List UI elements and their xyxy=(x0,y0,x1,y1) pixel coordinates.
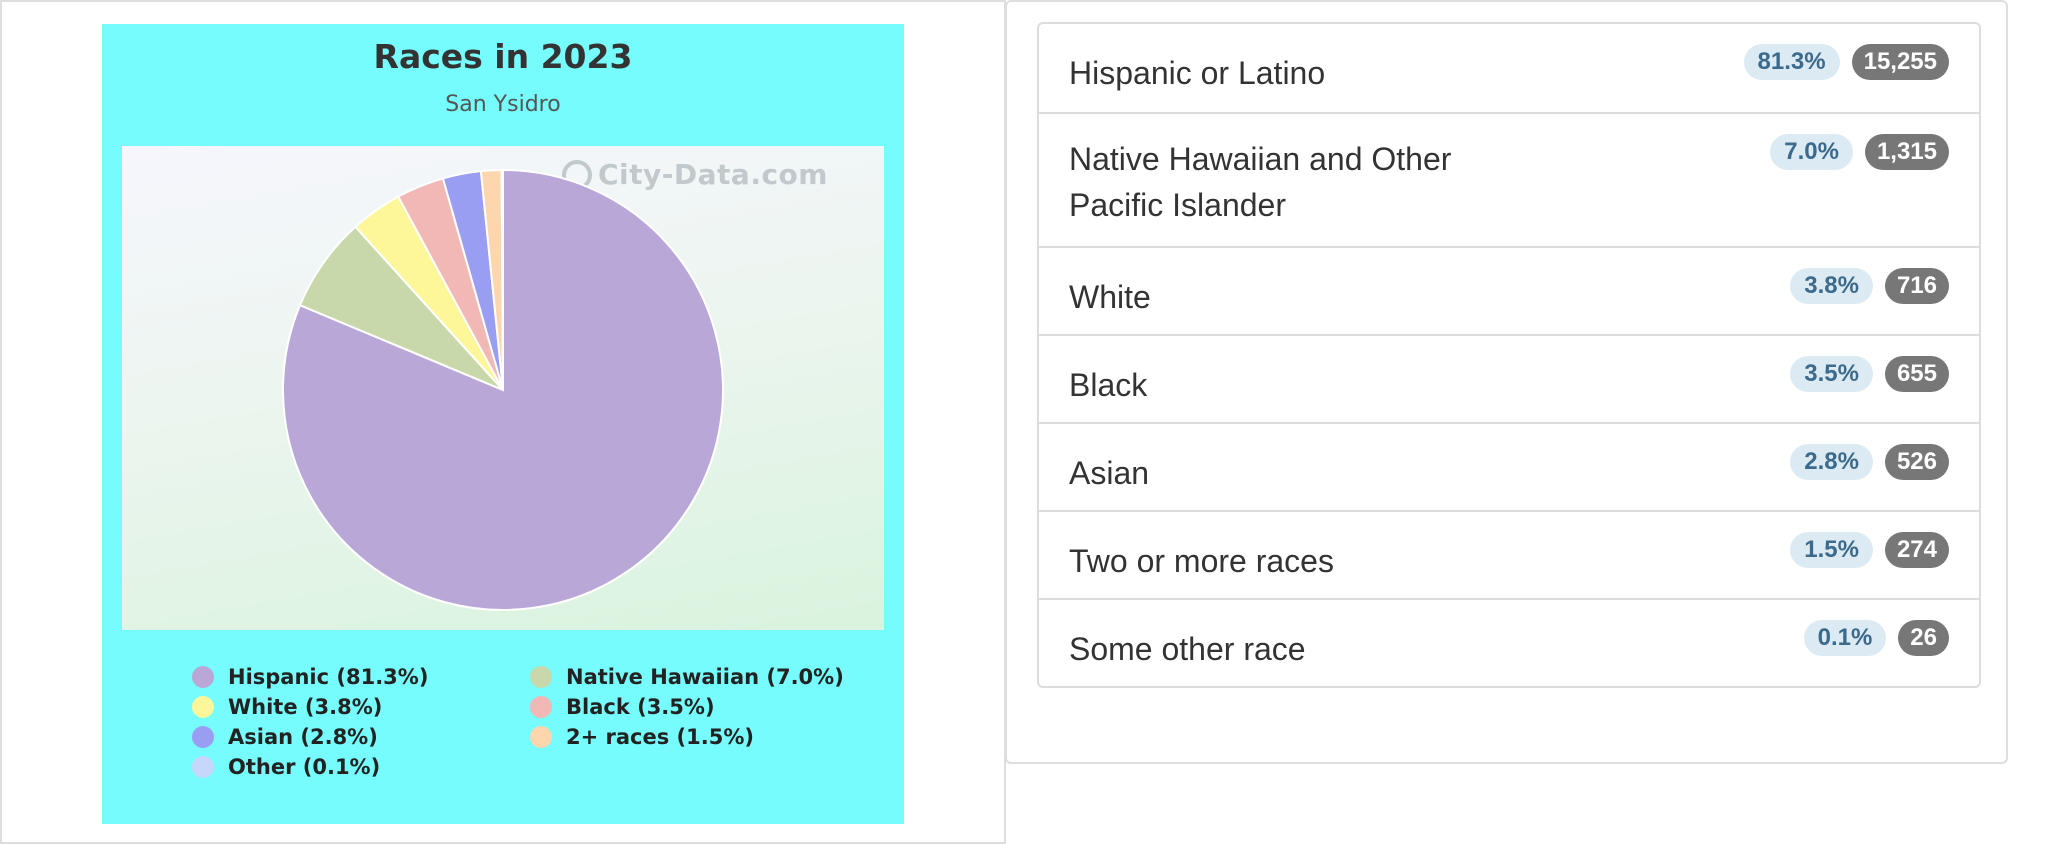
chart-panel: Races in 2023 San Ysidro City-Data.com H… xyxy=(0,0,1006,844)
chart-legend: Hispanic (81.3%) Native Hawaiian (7.0%) Wh… xyxy=(192,664,872,780)
badge-group: 81.3% 15,255 xyxy=(1743,44,1949,80)
legend-label: Other (0.1%) xyxy=(228,755,381,779)
chart-title: Races in 2023 xyxy=(373,37,633,76)
count-badge: 526 xyxy=(1884,444,1949,480)
badge-group: 7.0% 1,315 xyxy=(1770,134,1949,170)
legend-swatch xyxy=(192,756,214,778)
percent-badge: 0.1% xyxy=(1803,620,1887,656)
watermark-text: City-Data.com xyxy=(598,158,828,191)
race-row: Native Hawaiian and Other Pacific Island… xyxy=(1039,112,1979,246)
race-row: Asian 2.8% 526 xyxy=(1039,422,1979,510)
legend-item: Hispanic (81.3%) xyxy=(192,664,530,690)
count-badge: 1,315 xyxy=(1864,134,1949,170)
legend-swatch xyxy=(530,666,552,688)
percent-badge: 1.5% xyxy=(1790,532,1873,568)
legend-item: Native Hawaiian (7.0%) xyxy=(530,664,860,690)
legend-label: White (3.8%) xyxy=(228,695,383,719)
races-chart: Races in 2023 San Ysidro City-Data.com H… xyxy=(102,24,904,824)
pie-chart xyxy=(282,168,724,611)
badge-group: 0.1% 26 xyxy=(1803,620,1949,656)
legend-item: Other (0.1%) xyxy=(192,754,530,780)
legend-item: White (3.8%) xyxy=(192,694,530,720)
race-label: Black xyxy=(1069,367,1148,403)
legend-label: Black (3.5%) xyxy=(566,695,715,719)
race-label: Two or more races xyxy=(1069,543,1334,579)
percent-badge: 3.8% xyxy=(1790,268,1873,304)
race-label: White xyxy=(1069,279,1151,315)
percent-badge: 3.5% xyxy=(1790,356,1873,392)
percent-badge: 7.0% xyxy=(1770,134,1853,170)
count-badge: 716 xyxy=(1884,268,1949,304)
race-list: Hispanic or Latino 81.3% 15,255 Native Hawa… xyxy=(1037,22,1981,688)
race-row: Some other race 0.1% 26 xyxy=(1039,598,1979,686)
percent-badge: 81.3% xyxy=(1743,44,1840,80)
legend-swatch xyxy=(192,666,214,688)
plot-area: City-Data.com xyxy=(122,146,884,630)
legend-swatch xyxy=(192,726,214,748)
legend-item: 2+ races (1.5%) xyxy=(530,724,860,750)
count-badge: 274 xyxy=(1884,532,1949,568)
legend-label: Asian (2.8%) xyxy=(228,725,378,749)
legend-label: 2+ races (1.5%) xyxy=(566,725,754,749)
count-badge: 15,255 xyxy=(1851,44,1949,80)
legend-swatch xyxy=(530,696,552,718)
legend-label: Hispanic (81.3%) xyxy=(228,665,429,689)
race-label: Some other race xyxy=(1069,631,1306,667)
percent-badge: 2.8% xyxy=(1790,444,1873,480)
pie-slice-6 xyxy=(500,168,504,391)
race-row: Black 3.5% 655 xyxy=(1039,334,1979,422)
race-label: Asian xyxy=(1069,455,1150,491)
badge-group: 3.8% 716 xyxy=(1790,268,1949,304)
race-row: Hispanic or Latino 81.3% 15,255 xyxy=(1039,24,1979,112)
badge-group: 3.5% 655 xyxy=(1790,356,1949,392)
count-badge: 26 xyxy=(1898,620,1949,656)
watermark: City-Data.com xyxy=(562,158,828,191)
badge-group: 1.5% 274 xyxy=(1790,532,1949,568)
chart-subtitle: San Ysidro xyxy=(445,92,561,117)
legend-item: Black (3.5%) xyxy=(530,694,860,720)
race-label: Hispanic or Latino xyxy=(1069,55,1326,91)
table-panel: Hispanic or Latino 81.3% 15,255 Native Hawa… xyxy=(1005,0,2008,764)
legend-swatch xyxy=(530,726,552,748)
legend-swatch xyxy=(192,696,214,718)
legend-item: Asian (2.8%) xyxy=(192,724,530,750)
race-label: Native Hawaiian and Other Pacific Island… xyxy=(1069,141,1452,223)
race-row: White 3.8% 716 xyxy=(1039,246,1979,334)
count-badge: 655 xyxy=(1884,356,1949,392)
badge-group: 2.8% 526 xyxy=(1790,444,1949,480)
race-row: Two or more races 1.5% 274 xyxy=(1039,510,1979,598)
legend-label: Native Hawaiian (7.0%) xyxy=(566,665,844,689)
